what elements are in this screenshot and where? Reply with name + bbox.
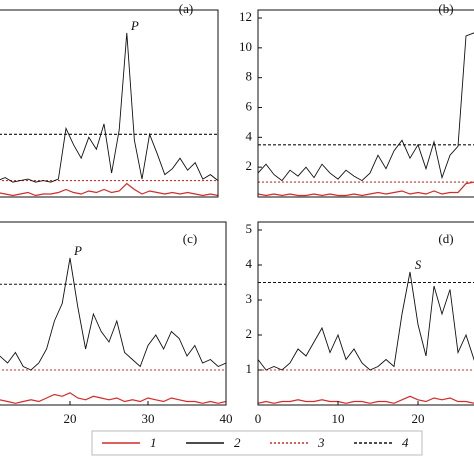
plot-area xyxy=(0,257,226,404)
panel-label: (b) xyxy=(438,1,453,16)
series-line xyxy=(258,271,474,371)
y-tick-label: 4 xyxy=(246,256,253,271)
y-tick-label: 8 xyxy=(246,69,253,84)
plot-area xyxy=(0,32,218,197)
frame xyxy=(257,9,474,198)
peak-label: P xyxy=(130,18,139,33)
y-tick-label: 1 xyxy=(246,361,253,376)
peak-label: S xyxy=(415,257,422,272)
legend-label: 1 xyxy=(150,435,157,450)
series-line xyxy=(258,32,474,182)
series-line xyxy=(258,181,474,197)
plot-area xyxy=(258,32,474,197)
panel-label: (a) xyxy=(179,1,193,16)
x-tick-label: 30 xyxy=(142,411,155,426)
peak-label: P xyxy=(73,243,82,258)
y-tick-label: 2 xyxy=(246,158,253,173)
y-tick-label: 12 xyxy=(239,9,252,24)
legend-box xyxy=(91,430,423,456)
y-tick-label: 6 xyxy=(246,98,253,113)
legend-label: 3 xyxy=(317,435,325,450)
frame xyxy=(0,9,219,198)
y-tick-label: 4 xyxy=(246,128,253,143)
x-tick-label: 20 xyxy=(412,411,425,426)
legend: 1 2 3 4 xyxy=(91,430,423,456)
x-tick-label: 40 xyxy=(220,411,233,426)
y-tick-label: 3 xyxy=(246,291,253,306)
series-line xyxy=(0,182,218,197)
x-tick-label: 10 xyxy=(332,411,345,426)
x-tick-label: 0 xyxy=(255,411,262,426)
panel-label: (c) xyxy=(183,231,197,246)
y-tick-label: 2 xyxy=(246,326,253,341)
series-line xyxy=(0,257,226,371)
y-tick-label: 10 xyxy=(239,39,252,54)
series-line xyxy=(258,395,474,404)
frame xyxy=(0,221,227,406)
x-tick-label: 20 xyxy=(64,411,77,426)
panel-label: (d) xyxy=(438,231,453,246)
legend-label: 2 xyxy=(234,435,241,450)
series-line xyxy=(0,32,218,183)
series-line xyxy=(0,392,226,404)
y-tick-label: 5 xyxy=(246,221,253,236)
plot-area xyxy=(258,271,474,404)
legend-label: 4 xyxy=(402,435,409,450)
